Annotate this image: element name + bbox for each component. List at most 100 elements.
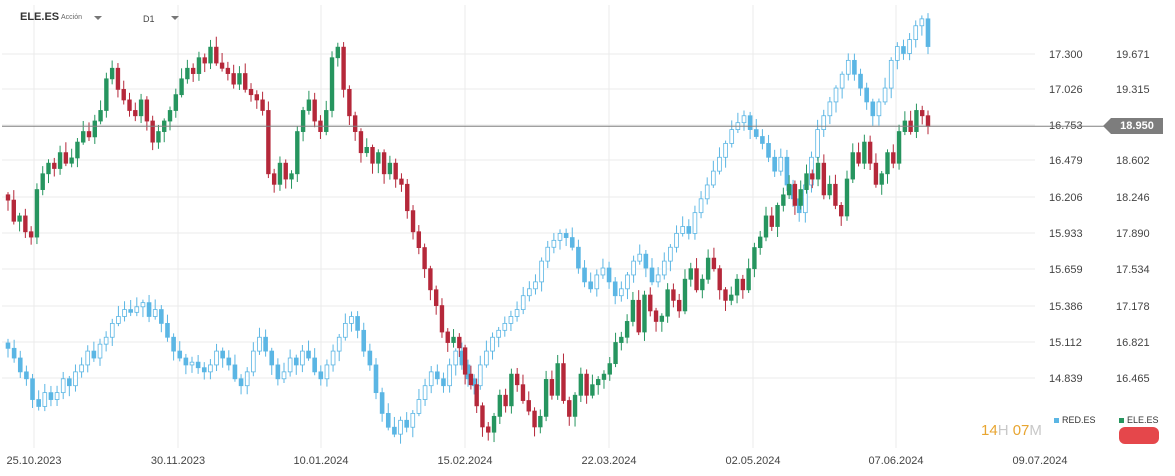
timeframe-label[interactable]: D1: [143, 14, 155, 24]
candle-body: [457, 336, 462, 349]
candle-body: [289, 173, 294, 180]
candle-body: [183, 357, 189, 366]
candle-body: [474, 384, 479, 407]
candle-body: [92, 120, 97, 138]
candle-body: [775, 205, 780, 227]
candle-body: [336, 336, 342, 352]
candle-body: [740, 278, 746, 291]
candle-body: [283, 162, 288, 180]
candle-body: [520, 384, 526, 401]
candle-body: [104, 78, 109, 111]
symbol-label[interactable]: ELE.ES: [20, 11, 60, 23]
candle-body: [753, 129, 759, 137]
candle-body: [34, 189, 40, 238]
candle-body: [122, 309, 127, 317]
candle-body: [895, 46, 900, 61]
candle-body: [729, 294, 734, 301]
y-right-tick-label: 18.246: [1116, 192, 1150, 204]
y-right-tick-label: 16.465: [1116, 373, 1150, 385]
candle-body: [439, 305, 445, 333]
x-tick-label: 25.10.2023: [6, 455, 61, 467]
candle-body: [318, 371, 324, 380]
candle-body: [509, 373, 514, 407]
candle-body: [277, 162, 283, 185]
candle-body: [520, 295, 526, 310]
candle-body: [864, 87, 869, 103]
candle-body: [86, 131, 92, 138]
candle-body: [57, 152, 63, 169]
y-left-tick-label: 16.479: [1049, 155, 1083, 167]
candle-body: [649, 267, 655, 283]
candle-body: [196, 57, 202, 74]
candle-body: [555, 363, 560, 396]
candle-body: [165, 323, 170, 338]
candle-body: [786, 183, 792, 196]
candle-body: [398, 419, 403, 435]
symbol-dropdown-chevron-down-icon[interactable]: [94, 16, 102, 20]
candle-body: [671, 289, 676, 301]
candle-body: [312, 357, 317, 373]
candle-body: [630, 299, 636, 322]
candle-body: [677, 299, 682, 312]
candle-body: [601, 373, 607, 380]
candle-body: [468, 373, 474, 386]
candle-body: [873, 162, 879, 185]
candle-body: [723, 289, 728, 301]
candle-body: [778, 156, 784, 172]
candle-body: [925, 18, 931, 47]
candle-body: [109, 323, 115, 338]
candle-body: [214, 46, 219, 64]
candle-body: [561, 363, 566, 401]
candle-body: [595, 379, 601, 386]
candle-body: [48, 392, 54, 400]
x-tick-label: 09.07.2024: [1012, 455, 1067, 467]
y-right-tick-label: 17.178: [1116, 301, 1150, 313]
candle-body: [138, 99, 144, 117]
candle-body: [335, 46, 341, 59]
candle-body: [717, 268, 722, 291]
candle-body: [804, 173, 809, 190]
candle-body: [97, 343, 103, 359]
candle-body: [545, 246, 551, 262]
x-tick-label: 30.11.2023: [151, 455, 205, 467]
candle-body: [399, 178, 404, 185]
candle-body: [619, 336, 624, 343]
candle-body: [367, 350, 373, 366]
candle-body: [631, 260, 636, 276]
candle-body: [642, 294, 647, 333]
candle-body: [496, 329, 501, 338]
candle-body: [600, 267, 606, 276]
candle-body: [625, 274, 630, 290]
candle-body: [901, 46, 906, 54]
candle-body: [563, 233, 569, 238]
candle-body: [79, 364, 84, 373]
candle-body: [624, 321, 630, 338]
x-tick-label: 02.05.2024: [725, 455, 780, 467]
candle-body: [128, 309, 133, 313]
candle-body: [416, 399, 422, 414]
candle-body: [882, 87, 888, 103]
candle-body: [590, 384, 595, 396]
candle-body: [619, 288, 624, 297]
candle-body: [63, 152, 69, 164]
candle-body: [876, 101, 882, 117]
candle-body: [42, 392, 48, 407]
legend-swatch-icon: [1119, 418, 1124, 424]
candle-body: [140, 302, 146, 308]
candle-body: [405, 183, 410, 212]
candle-body: [914, 110, 919, 132]
candle-body: [410, 210, 416, 233]
candle-body: [833, 87, 839, 103]
candle-body: [219, 62, 225, 69]
legend-label: RED.ES: [1062, 415, 1096, 425]
candle-body: [190, 67, 196, 74]
timeframe-dropdown-chevron-down-icon[interactable]: [171, 16, 179, 20]
candle-body: [30, 378, 35, 400]
sell-button[interactable]: [1119, 427, 1159, 444]
candle-body: [115, 67, 121, 90]
candle-body: [607, 363, 612, 375]
candle-body: [879, 173, 884, 185]
candle-body: [5, 194, 11, 201]
candle-body: [329, 57, 335, 111]
